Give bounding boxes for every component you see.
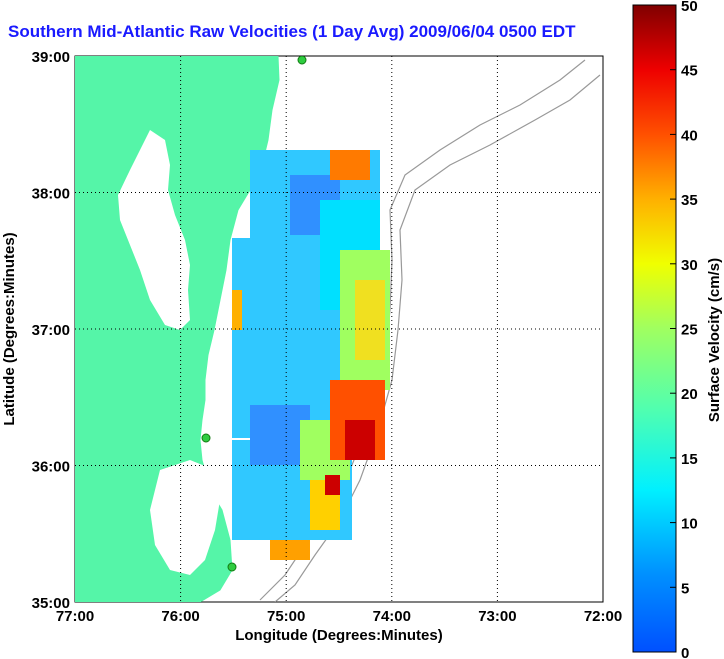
colorbar-tick-label: 50 [681,0,698,15]
colorbar-label: Surface Velocity (cm/s) [706,258,723,422]
site-marker [201,433,211,443]
colorbar [632,4,677,653]
colorbar-tick-label: 10 [681,516,698,533]
x-axis-label: Longitude (Degrees:Minutes) [235,627,443,644]
x-tick-label: 77:00 [56,608,94,625]
site-marker [227,562,237,572]
colorbar-tick-label: 30 [681,257,698,274]
chesapeake-bay [118,130,190,330]
y-tick-label: 37:00 [32,322,70,339]
x-tick-label: 75:00 [267,608,305,625]
colorbar-tick-label: 5 [681,580,689,597]
site-marker [297,56,307,65]
x-tick-label: 73:00 [478,608,516,625]
colorbar-tick-label: 45 [681,63,698,80]
grid-lines [75,56,603,602]
colorbar-tick-label: 25 [681,322,698,339]
colorbar-tick-label: 35 [681,192,698,209]
y-tick-label: 39:00 [32,49,70,66]
colorbar-ticks: 0 5 10 15 20 25 30 35 40 45 50 [670,0,698,659]
y-tick-label: 35:00 [32,595,70,612]
colorbar-tick-label: 40 [681,127,698,144]
y-axis-label: Latitude (Degrees:Minutes) [1,232,18,425]
x-tick-label: 76:00 [161,608,199,625]
colorbar-tick-label: 0 [681,645,689,659]
x-tick-label: 74:00 [373,608,411,625]
x-tick-label: 72:00 [584,608,622,625]
y-tick-label: 38:00 [32,186,70,203]
colorbar-tick-label: 20 [681,386,698,403]
colorbar-tick-label: 15 [681,451,698,468]
x-axis-ticks: 77:00 76:00 75:00 74:00 73:00 72:00 [56,608,622,625]
chart-title: Southern Mid-Atlantic Raw Velocities (1 … [8,22,576,41]
y-tick-label: 36:00 [32,459,70,476]
y-axis-ticks: 35:00 36:00 37:00 38:00 39:00 [32,49,70,612]
velocity-field [232,150,390,560]
pamlico-sound [150,460,220,575]
